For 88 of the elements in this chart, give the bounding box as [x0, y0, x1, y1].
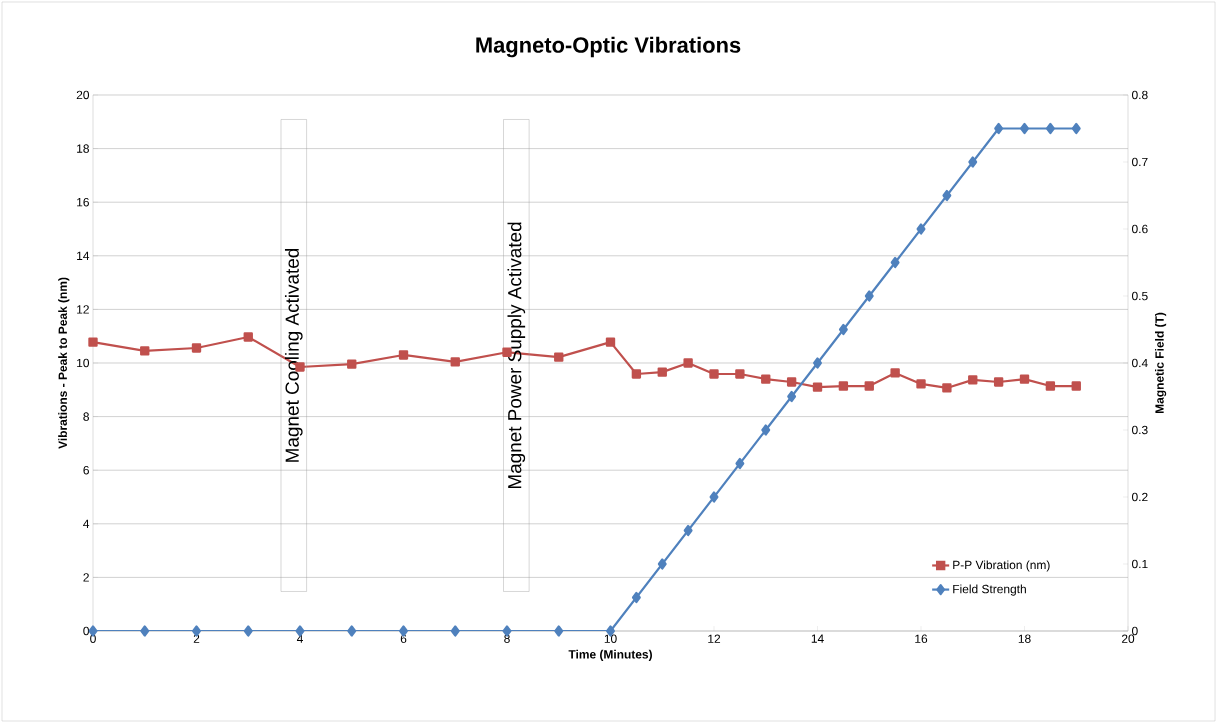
chart-title: Magneto-Optic Vibrations	[476, 36, 741, 58]
point	[502, 625, 512, 637]
x-tick-label: 8	[504, 634, 510, 643]
point	[709, 369, 719, 379]
x-tick-label: 10	[604, 634, 617, 643]
point	[735, 369, 745, 379]
x-tick-label: 18	[1018, 634, 1031, 643]
point	[243, 625, 253, 637]
y2-tick-label: 0.3	[1132, 425, 1148, 435]
point	[942, 189, 952, 202]
point	[88, 337, 98, 347]
y-tick-label: 10	[77, 358, 90, 368]
point	[761, 424, 771, 436]
point	[1045, 122, 1055, 135]
y2-tick-label: 0.2	[1132, 492, 1148, 502]
point	[709, 491, 719, 503]
point	[683, 524, 693, 537]
y-tick-label: 8	[83, 412, 89, 421]
point	[942, 383, 952, 393]
point	[787, 390, 797, 403]
point	[838, 381, 849, 391]
legend-label: Field Strength	[953, 584, 1026, 596]
y-tick-label: 2	[83, 573, 89, 582]
y2-tick-label: 0.5	[1132, 291, 1148, 301]
x-tick-label: 14	[811, 634, 824, 643]
point	[864, 381, 874, 391]
point	[683, 358, 693, 368]
point	[347, 359, 357, 369]
point	[657, 558, 667, 570]
point	[450, 625, 460, 637]
x-tick-label: 12	[708, 634, 721, 643]
y-tick-label: 12	[77, 305, 89, 314]
point	[347, 625, 357, 637]
x-tick-label: 16	[915, 634, 928, 643]
point	[554, 352, 564, 362]
point	[813, 357, 822, 369]
point	[994, 122, 1004, 135]
annotation: Magnet Cooling Activated	[284, 248, 303, 462]
y2-tick-label: 0.7	[1132, 157, 1148, 167]
point	[890, 368, 900, 378]
point	[140, 625, 150, 637]
point	[735, 457, 745, 470]
y-tick-label: 6	[83, 465, 89, 475]
y-axis-title: Vibrations - Peak to Peak (nm)	[58, 277, 70, 449]
annotation: Magnet Power Supply Activated	[507, 222, 526, 489]
point	[295, 625, 305, 637]
y2-tick-label: 0	[1132, 626, 1138, 636]
y2-tick-label: 0.8	[1132, 90, 1148, 100]
point	[968, 156, 978, 168]
point	[761, 374, 771, 384]
point	[1019, 374, 1030, 384]
point	[786, 377, 797, 387]
point	[1071, 381, 1081, 391]
y-tick-label: 0	[83, 626, 90, 636]
point	[1045, 381, 1056, 391]
point	[450, 357, 460, 367]
point	[916, 379, 926, 389]
x-axis-title: Time (Minutes)	[568, 649, 652, 661]
x-tick-label: 6	[400, 634, 407, 643]
point	[1071, 122, 1081, 135]
point	[890, 256, 900, 269]
point	[191, 343, 202, 353]
point	[631, 369, 642, 379]
point	[968, 375, 978, 385]
point	[398, 350, 409, 360]
point	[631, 591, 641, 604]
point	[657, 367, 667, 377]
point	[993, 377, 1004, 387]
x-tick-label: 20	[1121, 634, 1135, 643]
point	[554, 625, 564, 637]
y2-tick-label: 0.1	[1132, 559, 1148, 569]
y-tick-label: 18	[77, 144, 89, 153]
point	[812, 382, 823, 392]
point	[243, 332, 253, 342]
point	[838, 323, 848, 336]
point	[605, 337, 616, 347]
y-tick-label: 4	[83, 519, 90, 528]
point	[916, 223, 926, 235]
y2-tick-label: 0.6	[1132, 224, 1148, 234]
y2-axis-title: Magnetic Field (T)	[1155, 312, 1167, 414]
x-tick-label: 0	[90, 634, 96, 643]
point	[140, 346, 150, 356]
y-tick-label: 14	[77, 251, 90, 260]
legend-label: P-P Vibration (nm)	[953, 560, 1050, 572]
y2-tick-label: 0.4	[1132, 358, 1148, 368]
point	[864, 290, 874, 302]
y-tick-label: 16	[77, 197, 89, 207]
y-tick-label: 20	[76, 90, 90, 100]
